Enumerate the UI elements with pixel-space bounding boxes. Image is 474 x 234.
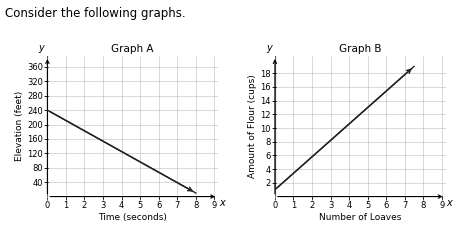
Y-axis label: Elevation (feet): Elevation (feet) [16, 91, 25, 161]
X-axis label: Time (seconds): Time (seconds) [98, 212, 167, 222]
Text: y: y [266, 43, 272, 53]
Text: x: x [447, 198, 452, 208]
Text: y: y [38, 43, 44, 53]
Y-axis label: Amount of Flour (cups): Amount of Flour (cups) [248, 74, 257, 178]
Text: x: x [219, 198, 225, 208]
X-axis label: Number of Loaves: Number of Loaves [319, 212, 401, 222]
Title: Graph A: Graph A [111, 44, 154, 54]
Title: Graph B: Graph B [339, 44, 382, 54]
Text: Consider the following graphs.: Consider the following graphs. [5, 7, 185, 20]
